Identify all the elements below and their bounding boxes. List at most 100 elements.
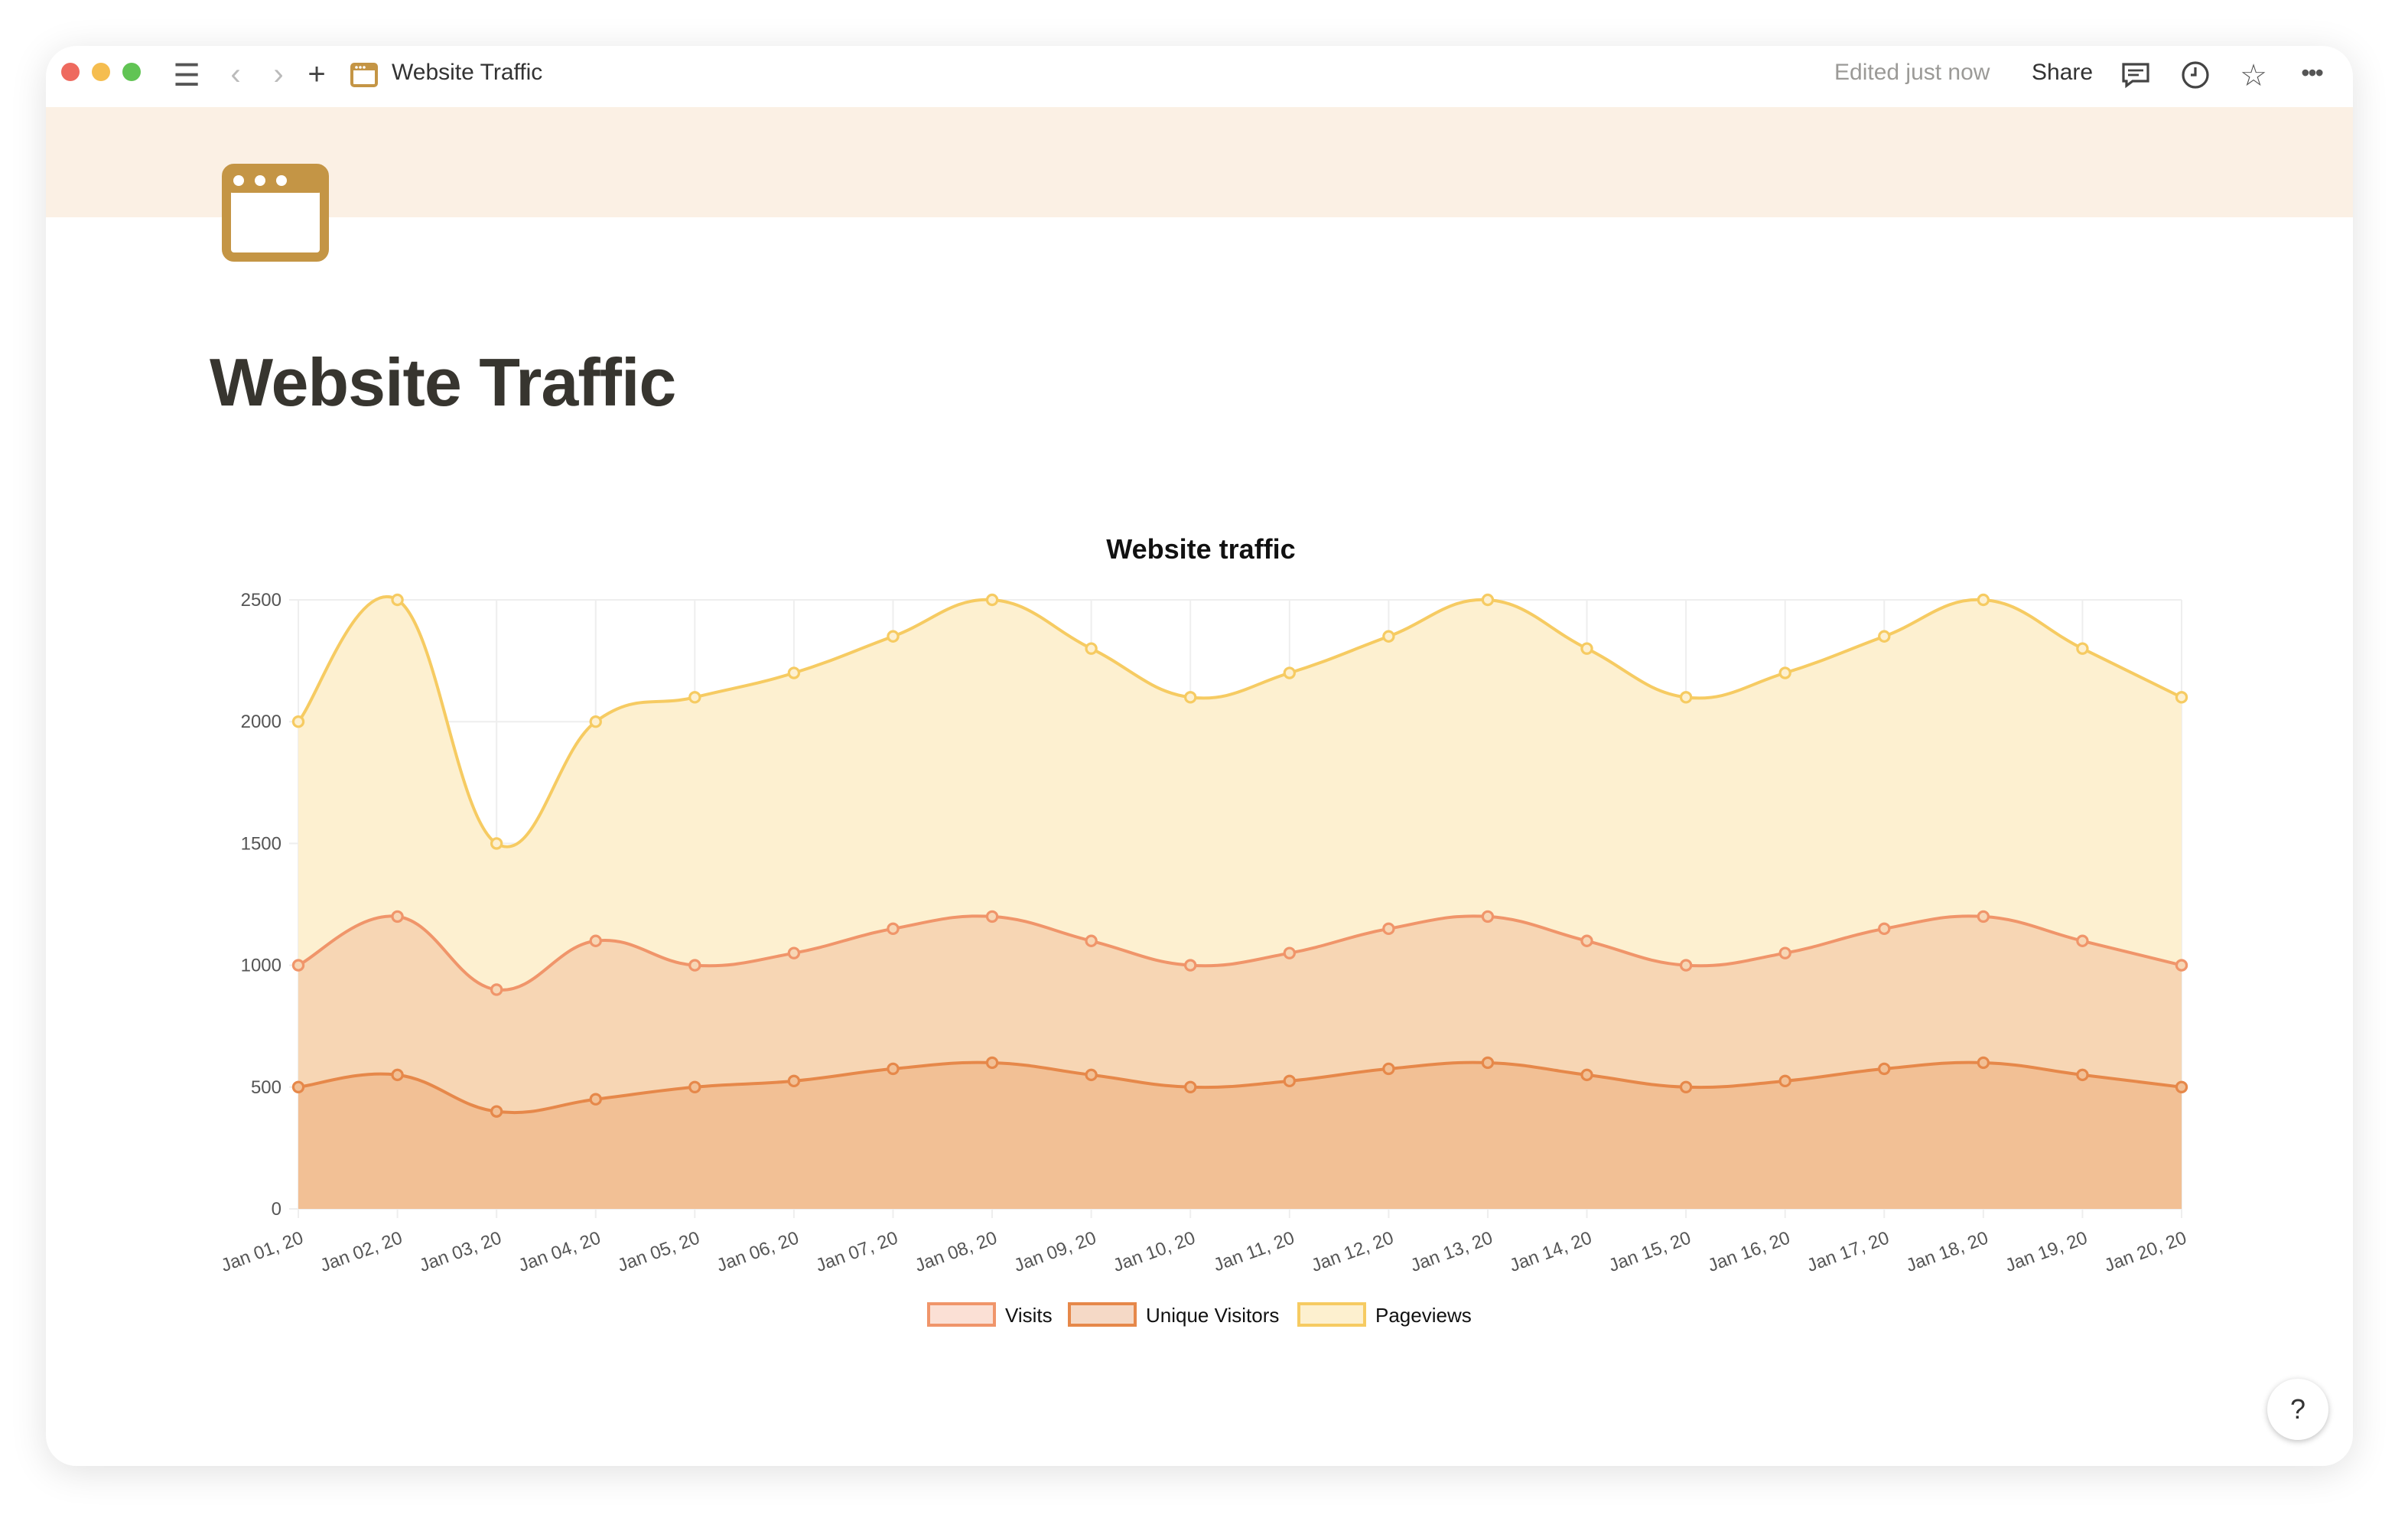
data-point-unique-visitors [1283, 1074, 1296, 1088]
chart-title: Website traffic [1106, 533, 1295, 565]
legend-label: Visits [1005, 1304, 1053, 1327]
data-point-visits [391, 910, 404, 924]
edited-status: Edited just now [1834, 60, 1990, 86]
data-point-pageviews [1481, 593, 1495, 607]
legend-item-unique-visitors: Unique Visitors [1068, 1302, 1279, 1327]
data-point-unique-visitors [887, 1062, 900, 1076]
x-tick-label: Jan 20, 20 [2101, 1227, 2189, 1276]
legend-swatch [927, 1302, 996, 1327]
legend-swatch [1297, 1302, 1366, 1327]
data-point-visits [1085, 934, 1098, 947]
legend-label: Pageviews [1375, 1304, 1472, 1327]
data-point-unique-visitors [291, 1080, 305, 1094]
data-point-unique-visitors [1679, 1080, 1693, 1094]
x-tick-label: Jan 06, 20 [714, 1227, 802, 1276]
data-point-unique-visitors [589, 1093, 602, 1106]
menu-icon[interactable]: ☰ [173, 59, 200, 93]
minimize-window-button[interactable] [92, 63, 110, 81]
clock-icon[interactable] [2180, 58, 2211, 92]
data-point-unique-visitors [1977, 1056, 1990, 1070]
more-icon[interactable]: ••• [2301, 61, 2324, 87]
x-tick-label: Jan 18, 20 [1903, 1227, 1991, 1276]
data-point-pageviews [688, 691, 701, 704]
x-tick-label: Jan 05, 20 [615, 1227, 703, 1276]
data-point-pageviews [1184, 691, 1197, 704]
data-point-pageviews [1679, 691, 1693, 704]
data-point-pageviews [1878, 630, 1891, 643]
plus-icon[interactable]: + [308, 57, 326, 91]
x-tick-label: Jan 19, 20 [2003, 1227, 2091, 1276]
data-point-visits [1283, 946, 1296, 959]
data-point-pageviews [1382, 630, 1395, 643]
data-point-visits [1580, 934, 1593, 947]
x-tick-label: Jan 12, 20 [1309, 1227, 1397, 1276]
y-tick-label: 1500 [241, 833, 281, 854]
data-point-visits [1778, 946, 1791, 959]
browser-window-icon [350, 58, 378, 92]
data-point-visits [1679, 959, 1693, 972]
back-icon[interactable]: ‹ [230, 57, 241, 91]
close-window-button[interactable] [61, 63, 80, 81]
top-bar: ☰ ‹ › + Website Traffic Edited just now … [46, 46, 2353, 107]
data-point-unique-visitors [1778, 1074, 1791, 1088]
data-point-visits [490, 983, 503, 996]
legend-item-pageviews: Pageviews [1297, 1302, 1472, 1327]
data-point-pageviews [2175, 691, 2188, 704]
data-point-visits [1481, 910, 1495, 924]
x-tick-label: Jan 01, 20 [218, 1227, 306, 1276]
data-point-pageviews [887, 630, 900, 643]
x-tick-label: Jan 11, 20 [1211, 1227, 1297, 1275]
traffic-chart: Website traffic 0 500 1000 1500 2000 2500 Jan … [218, 533, 2189, 1327]
x-tick-label: Jan 08, 20 [913, 1227, 1001, 1276]
data-point-unique-visitors [1481, 1056, 1495, 1070]
y-tick-label: 500 [251, 1077, 281, 1098]
data-point-unique-visitors [787, 1074, 801, 1088]
data-point-unique-visitors [1878, 1062, 1891, 1076]
data-point-visits [887, 922, 900, 936]
x-tick-label: Jan 15, 20 [1606, 1227, 1694, 1276]
data-point-visits [1382, 922, 1395, 936]
x-tick-label: Jan 02, 20 [317, 1227, 405, 1276]
page-banner [46, 107, 2353, 217]
data-point-visits [688, 959, 701, 972]
data-point-pageviews [1085, 642, 1098, 655]
comment-icon[interactable] [2120, 58, 2151, 92]
maximize-window-button[interactable] [122, 63, 141, 81]
page-title: Website Traffic [210, 346, 676, 421]
browser-window-icon[interactable] [222, 164, 329, 262]
data-point-pageviews [787, 666, 801, 679]
x-tick-label: Jan 04, 20 [516, 1227, 604, 1276]
data-point-visits [2175, 959, 2188, 972]
area-unique-visitors [298, 1062, 2182, 1209]
x-tick-label: Jan 13, 20 [1407, 1227, 1495, 1276]
data-point-visits [589, 934, 602, 947]
data-point-visits [1977, 910, 1990, 924]
data-point-unique-visitors [391, 1068, 404, 1082]
x-tick-label: Jan 07, 20 [813, 1227, 901, 1276]
forward-icon[interactable]: › [273, 57, 284, 91]
data-point-unique-visitors [2076, 1068, 2089, 1082]
breadcrumb[interactable]: Website Traffic [392, 60, 543, 86]
x-tick-label: Jan 16, 20 [1705, 1227, 1793, 1276]
data-point-pageviews [2076, 642, 2089, 655]
data-point-unique-visitors [490, 1105, 503, 1118]
legend-label: Unique Visitors [1146, 1304, 1279, 1327]
app-window: ☰ ‹ › + Website Traffic Edited just now … [46, 46, 2353, 1466]
data-point-unique-visitors [1184, 1080, 1197, 1094]
data-point-pageviews [1778, 666, 1791, 679]
y-tick-label: 1000 [241, 956, 281, 976]
data-point-pageviews [589, 715, 602, 728]
data-point-unique-visitors [2175, 1080, 2188, 1094]
star-icon[interactable]: ☆ [2240, 59, 2267, 93]
x-tick-label: Jan 03, 20 [417, 1227, 505, 1276]
help-button[interactable]: ? [2267, 1379, 2328, 1440]
x-tick-label: Jan 09, 20 [1011, 1227, 1099, 1276]
data-point-visits [2076, 934, 2089, 947]
x-tick-label: Jan 10, 20 [1111, 1227, 1199, 1276]
y-tick-label: 2500 [241, 590, 281, 611]
data-point-unique-visitors [985, 1056, 999, 1070]
data-point-visits [1184, 959, 1197, 972]
data-point-visits [787, 946, 801, 959]
x-tick-label: Jan 14, 20 [1507, 1227, 1595, 1276]
share-button[interactable]: Share [2032, 60, 2094, 86]
